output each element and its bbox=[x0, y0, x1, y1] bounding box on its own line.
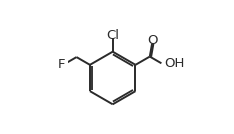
Text: O: O bbox=[147, 34, 157, 47]
Text: Cl: Cl bbox=[106, 29, 119, 42]
Text: OH: OH bbox=[164, 57, 184, 70]
Text: F: F bbox=[57, 58, 65, 71]
